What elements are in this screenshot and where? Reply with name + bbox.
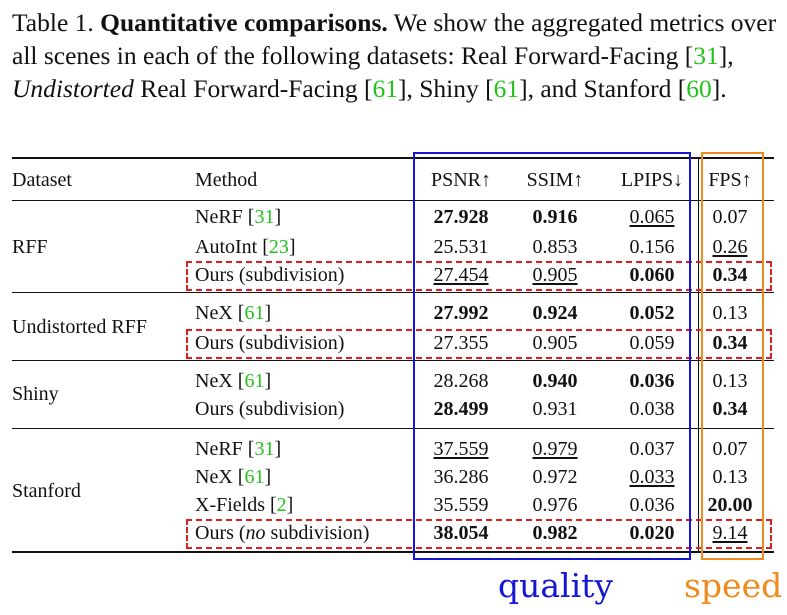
- ssim-cell: 0.905: [532, 264, 578, 286]
- header-method: Method: [195, 169, 258, 191]
- lpips-cell: 0.156: [629, 236, 675, 258]
- psnr-cell: 27.992: [433, 302, 489, 324]
- ssim-cell: 0.940: [532, 370, 578, 392]
- caption-table-label: Table 1.: [12, 8, 94, 37]
- caption-text: ].: [711, 74, 727, 103]
- lpips-cell: 0.065: [629, 206, 675, 228]
- psnr-cell: 28.268: [433, 370, 489, 392]
- quality-label: quality: [498, 566, 614, 605]
- group-divider: [12, 292, 774, 293]
- lpips-cell: 0.033: [629, 466, 675, 488]
- lpips-cell: 0.038: [629, 398, 675, 420]
- psnr-cell: 37.559: [433, 438, 489, 460]
- method-cell: Ours (no subdivision): [195, 522, 370, 544]
- header-dataset: Dataset: [12, 169, 72, 191]
- ssim-cell: 0.905: [532, 332, 578, 354]
- fps-cell: 0.26: [712, 236, 748, 258]
- ssim-cell: 0.916: [532, 206, 578, 228]
- ssim-cell: 0.979: [532, 438, 578, 460]
- speed-label: speed: [684, 566, 783, 605]
- header-rule: [12, 200, 774, 201]
- fps-column-separator: [698, 158, 699, 552]
- quality-box: [413, 152, 691, 560]
- method-cell: Ours (subdivision): [195, 264, 345, 286]
- fps-cell: 0.07: [712, 438, 748, 460]
- caption-italic: Undistorted: [12, 74, 134, 103]
- lpips-cell: 0.020: [629, 522, 675, 544]
- fps-cell: 0.13: [712, 370, 748, 392]
- dataset-label-stanford: Stanford: [12, 480, 81, 502]
- dataset-label-undistorted: Undistorted RFF: [12, 316, 148, 338]
- fps-cell: 0.13: [712, 302, 748, 324]
- caption-text: We show the aggregated metrics over all …: [12, 8, 777, 70]
- fps-cell: 0.34: [712, 332, 748, 354]
- lpips-cell: 0.059: [629, 332, 675, 354]
- fps-cell: 0.07: [712, 206, 748, 228]
- ssim-cell: 0.972: [532, 466, 578, 488]
- fps-cell: 0.34: [712, 398, 748, 420]
- method-cell: Ours (subdivision): [195, 398, 345, 420]
- psnr-cell: 25.531: [433, 236, 489, 258]
- method-cell: NeX [61]: [195, 466, 272, 488]
- ours-highlight-box: [186, 519, 772, 549]
- ssim-cell: 0.976: [532, 494, 578, 516]
- group-divider: [12, 428, 774, 429]
- psnr-cell: 38.054: [433, 522, 489, 544]
- psnr-cell: 36.286: [433, 466, 489, 488]
- ssim-cell: 0.853: [532, 236, 578, 258]
- lpips-cell: 0.036: [629, 494, 675, 516]
- method-cell: X-Fields [2]: [195, 494, 294, 516]
- table-bottom-rule: [12, 551, 774, 553]
- table-caption: Table 1. Quantitative comparisons. We sh…: [12, 6, 777, 105]
- citation-link[interactable]: 61: [493, 74, 520, 103]
- speed-box: [701, 152, 764, 560]
- psnr-cell: 27.355: [433, 332, 489, 354]
- group-divider: [12, 360, 774, 361]
- header-ssim: SSIM↑: [526, 169, 584, 191]
- dataset-label-shiny: Shiny: [12, 383, 59, 405]
- dataset-label-rff: RFF: [12, 236, 48, 258]
- table-top-rule: [12, 157, 774, 159]
- lpips-cell: 0.060: [629, 264, 675, 286]
- method-cell: NeRF [31]: [195, 438, 282, 460]
- ssim-cell: 0.924: [532, 302, 578, 324]
- caption-title: Quantitative comparisons.: [100, 8, 388, 37]
- fps-cell: 0.13: [712, 466, 748, 488]
- method-cell: AutoInt [23]: [195, 236, 296, 258]
- method-cell: Ours (subdivision): [195, 332, 345, 354]
- header-lpips: LPIPS↓: [620, 169, 684, 191]
- caption-text: ], Shiny [: [397, 74, 494, 103]
- header-fps: FPS↑: [708, 169, 752, 191]
- citation-link[interactable]: 31: [693, 41, 719, 70]
- ssim-cell: 0.982: [532, 522, 578, 544]
- lpips-cell: 0.052: [629, 302, 675, 324]
- caption-text: Real Forward-Facing [: [133, 74, 373, 103]
- method-cell: NeX [61]: [195, 370, 272, 392]
- lpips-cell: 0.036: [629, 370, 675, 392]
- method-cell: NeRF [31]: [195, 206, 282, 228]
- ours-highlight-box: [186, 329, 772, 359]
- psnr-cell: 35.559: [433, 494, 489, 516]
- method-cell: NeX [61]: [195, 302, 272, 324]
- caption-text: ], and Stanford [: [519, 74, 687, 103]
- header-psnr: PSNR↑: [430, 169, 492, 191]
- psnr-cell: 27.928: [433, 206, 489, 228]
- fps-cell: 0.34: [712, 264, 748, 286]
- citation-link[interactable]: 61: [372, 74, 398, 103]
- fps-cell: 9.14: [712, 522, 748, 544]
- ssim-cell: 0.931: [532, 398, 578, 420]
- lpips-cell: 0.037: [629, 438, 675, 460]
- psnr-cell: 28.499: [433, 398, 489, 420]
- psnr-cell: 27.454: [433, 264, 489, 286]
- ours-highlight-box: [186, 261, 772, 291]
- citation-link[interactable]: 60: [686, 74, 712, 103]
- fps-cell: 20.00: [707, 494, 753, 516]
- caption-text: ],: [718, 41, 734, 70]
